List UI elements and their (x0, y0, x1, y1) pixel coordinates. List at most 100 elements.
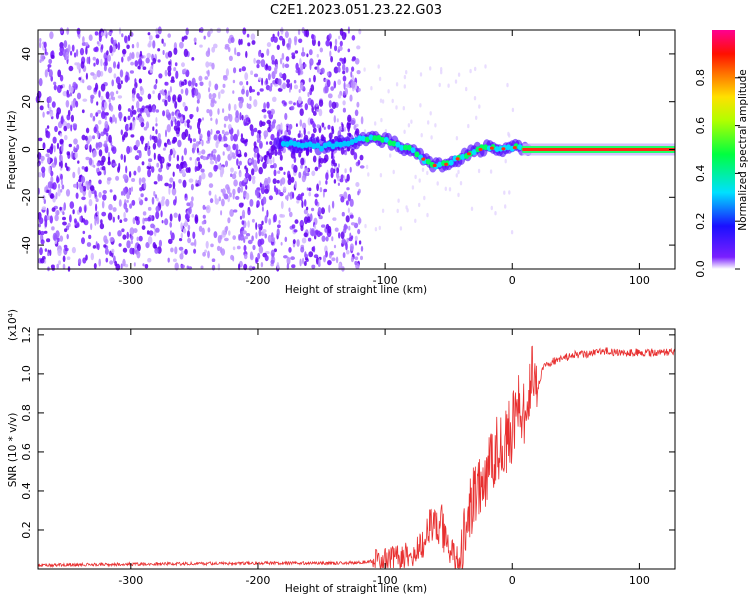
spectrogram-cell (334, 38, 338, 46)
spectrogram-cell (310, 84, 315, 92)
spectrogram-cell (163, 42, 166, 47)
spectrogram-cell (236, 129, 240, 137)
ridge-peak-spot (501, 147, 506, 151)
spectrogram-cell (300, 157, 305, 166)
spectrogram-cell (325, 172, 329, 181)
spectrogram-cell (331, 125, 334, 132)
spectrogram-cell (299, 258, 302, 267)
spectrogram-cell (307, 131, 311, 135)
spectrogram-cell (49, 215, 53, 224)
spectrogram-cell (155, 34, 160, 39)
spectrogram-cell (155, 117, 158, 123)
spectrogram-cell (337, 66, 341, 73)
spectrogram-cell (184, 105, 188, 112)
spectrogram-cell (89, 112, 93, 118)
spectrogram-cell (86, 56, 90, 64)
spectrogram-cell (46, 125, 50, 129)
spectrogram-cell (354, 260, 358, 266)
spectrogram-cell (144, 197, 148, 202)
snr-y-tick-label: 1.0 (20, 365, 33, 383)
spectrogram-cell (173, 212, 178, 218)
spectrogram-cell (426, 212, 429, 218)
spectrogram-cell (230, 173, 233, 177)
spectrogram-cell (189, 137, 193, 144)
spectrogram-cell (224, 237, 229, 242)
spectrogram-cell (229, 149, 233, 158)
spectrogram-cell (190, 242, 195, 246)
spectrogram-cell (346, 122, 351, 130)
spectrogram-cell (255, 232, 258, 239)
spectrogram-cell (304, 261, 307, 266)
spectrogram-cell (324, 85, 329, 94)
spectrogram-cell (289, 211, 293, 218)
spectrogram-cell (282, 186, 287, 193)
spectrogram-cell (132, 93, 135, 98)
spectrogram-cell (243, 244, 247, 252)
spectrogram-cell (97, 130, 100, 138)
snr-y-axis-label: SNR (10 * v/v) (7, 413, 19, 488)
spectrogram-cell (131, 51, 135, 59)
spectrogram-cell (263, 102, 266, 110)
spectrogram-cell (293, 102, 296, 106)
spectrogram-cell (158, 73, 163, 79)
spectrogram-cell (119, 69, 124, 78)
spectrogram-cell (308, 77, 311, 83)
spectrogram-cell (239, 215, 243, 220)
spectrogram-cell (258, 166, 264, 175)
spectrogram-cell (287, 129, 291, 136)
spectrogram-cell (258, 50, 261, 57)
spectrogram-cell (205, 205, 211, 214)
spectrogram-cell (209, 160, 215, 165)
spectrogram-cell (510, 230, 514, 235)
spectrogram-cell (44, 47, 47, 55)
spectrogram-cell (349, 232, 352, 239)
spectrogram-cell (173, 199, 177, 206)
spectrogram-cell (117, 230, 122, 237)
ridge-core (403, 144, 408, 151)
spectrogram-cell (46, 215, 51, 221)
spectrogram-cell (291, 54, 296, 60)
spectrogram-cell (60, 188, 63, 193)
spectrogram-cell (151, 62, 154, 66)
spectrogram-cell (157, 59, 161, 63)
spectrogram-cell (307, 92, 310, 97)
spectrogram-cell (260, 261, 264, 268)
spectrogram-cell (261, 77, 264, 86)
spectrogram-cell (207, 30, 211, 38)
spectrogram-cell (81, 109, 85, 114)
snr-y-tick-label: 0.8 (20, 404, 33, 422)
spectrogram-cell (129, 247, 134, 255)
spectrogram-cell (336, 167, 340, 174)
spectrogram-cell (168, 238, 173, 245)
spectrogram-cell (232, 79, 236, 84)
spectrogram-cell (88, 157, 93, 166)
spectrogram-cell (420, 133, 423, 138)
spectrogram-cell (138, 96, 143, 102)
spectrogram-cell (341, 31, 347, 41)
spectrogram-cell (239, 172, 242, 178)
spectrogram-cell (234, 47, 237, 56)
spectrogram-cell (64, 228, 68, 233)
spectrogram-cell (58, 260, 61, 265)
spectrogram-cell (131, 105, 134, 110)
spectrogram-cell (343, 81, 346, 90)
spectrogram-cell (105, 257, 109, 263)
spectrogram-cell (98, 120, 102, 125)
spectrogram-cell (118, 104, 122, 111)
spectrogram-cell (118, 199, 122, 207)
spectrogram-cell (251, 235, 254, 242)
spectrogram-cell (171, 111, 175, 117)
spectrogram-cell (100, 83, 106, 92)
spectrogram-cell (455, 136, 459, 141)
spectrogram-cell (312, 127, 317, 134)
ridge-core (284, 141, 290, 148)
spectrogram-cell (75, 100, 79, 108)
spectrogram-cell (180, 81, 185, 86)
spectrogram-cell (321, 224, 326, 228)
spectrogram-cell (261, 206, 264, 212)
spectrogram-x-tick-label: 0 (509, 274, 516, 287)
spectrogram-cell (52, 232, 57, 241)
spectrogram-cell (291, 224, 296, 229)
spectrogram-cell (118, 27, 122, 35)
spectrogram-cell (93, 47, 98, 52)
